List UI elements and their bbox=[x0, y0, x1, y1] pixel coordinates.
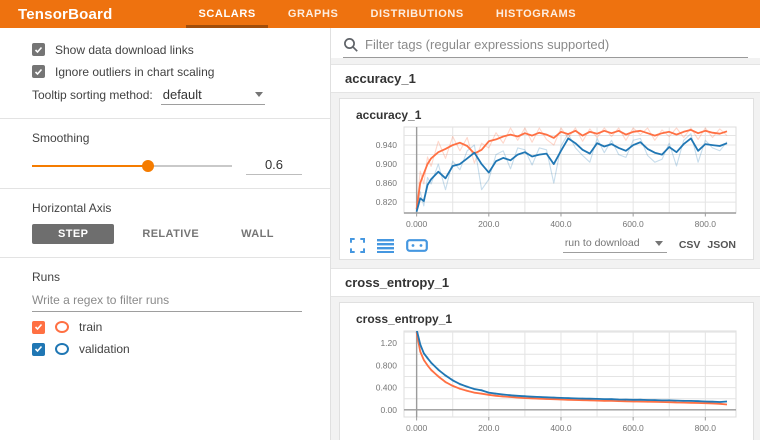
svg-text:400.0: 400.0 bbox=[550, 219, 572, 229]
expand-icon bbox=[350, 237, 365, 253]
accuracy-line-chart[interactable]: 0.000 200.0 400.0 600.0 800.0 0.820 0.860 0.900… bbox=[350, 124, 744, 230]
svg-text:800.0: 800.0 bbox=[695, 219, 717, 229]
run-train-color-swatch[interactable] bbox=[55, 321, 69, 333]
horizontal-axis-label: Horizontal Axis bbox=[32, 201, 112, 215]
fit-domain-button[interactable] bbox=[406, 238, 428, 253]
chart-card-cross-entropy: cross_entropy_1 0.000 200.0 400.0 600.0 800.… bbox=[339, 302, 754, 440]
divider bbox=[0, 118, 330, 119]
svg-text:0.940: 0.940 bbox=[376, 140, 398, 150]
scalars-dashboard: accuracy_1 accuracy_1 0.000 200.0 400.0 600… bbox=[330, 28, 760, 440]
svg-text:0.820: 0.820 bbox=[376, 197, 398, 207]
search-icon bbox=[344, 37, 358, 52]
expand-chart-button[interactable] bbox=[350, 237, 365, 253]
chart-title: accuracy_1 bbox=[356, 108, 422, 122]
check-icon bbox=[34, 46, 43, 53]
run-train-label: train bbox=[79, 320, 103, 334]
tooltip-sorting-select[interactable]: default bbox=[160, 87, 265, 105]
tag-filter-input[interactable] bbox=[365, 37, 748, 52]
tab-histograms[interactable]: HISTOGRAMS bbox=[495, 8, 577, 20]
check-icon bbox=[34, 68, 43, 75]
axis-wall-button[interactable]: WALL bbox=[241, 228, 274, 240]
csv-download-link[interactable]: CSV bbox=[678, 239, 701, 251]
show-download-links-label: Show data download links bbox=[55, 42, 194, 57]
svg-text:400.0: 400.0 bbox=[550, 423, 572, 433]
chart-title: cross_entropy_1 bbox=[356, 312, 453, 326]
cross-entropy-line-chart[interactable]: 0.000 200.0 400.0 600.0 800.0 0.00 0.400 0.800 1… bbox=[350, 328, 744, 434]
svg-text:600.0: 600.0 bbox=[623, 423, 645, 433]
tab-graphs[interactable]: GRAPHS bbox=[287, 8, 339, 20]
section-header-accuracy[interactable]: accuracy_1 bbox=[331, 64, 760, 93]
svg-text:0.400: 0.400 bbox=[376, 383, 398, 393]
run-row-validation: validation bbox=[32, 342, 302, 356]
runs-regex-input[interactable] bbox=[32, 290, 302, 312]
json-download-link[interactable]: JSON bbox=[707, 239, 736, 251]
divider bbox=[0, 257, 330, 258]
app-title: TensorBoard bbox=[18, 5, 113, 23]
settings-sidebar: Show data download links Ignore outliers… bbox=[0, 28, 330, 440]
run-validation-label: validation bbox=[79, 342, 130, 356]
svg-text:0.000: 0.000 bbox=[406, 219, 428, 229]
tag-filter-row bbox=[331, 28, 760, 58]
svg-text:0.860: 0.860 bbox=[376, 178, 398, 188]
chart-card-accuracy: accuracy_1 0.000 200.0 400.0 600.0 800.0 0.82… bbox=[339, 98, 754, 260]
axis-relative-button[interactable]: RELATIVE bbox=[142, 228, 200, 240]
svg-text:800.0: 800.0 bbox=[695, 423, 717, 433]
svg-text:1.20: 1.20 bbox=[380, 338, 397, 348]
toggle-y-axis-button[interactable] bbox=[377, 238, 394, 253]
topbar: TensorBoard SCALARS GRAPHS DISTRIBUTIONS… bbox=[0, 0, 760, 28]
chevron-down-icon bbox=[254, 92, 263, 97]
show-download-links-checkbox[interactable] bbox=[32, 43, 45, 56]
chevron-down-icon bbox=[654, 240, 663, 246]
slider-fill bbox=[32, 165, 148, 167]
run-row-train: train bbox=[32, 320, 302, 334]
ignore-outliers-label: Ignore outliers in chart scaling bbox=[55, 64, 215, 79]
runs-label: Runs bbox=[32, 270, 61, 284]
check-icon bbox=[34, 323, 43, 331]
run-validation-color-swatch[interactable] bbox=[55, 343, 69, 355]
axis-step-button[interactable]: STEP bbox=[32, 224, 115, 244]
smoothing-value[interactable]: 0.6 bbox=[246, 157, 302, 175]
tooltip-sorting-value: default bbox=[162, 87, 202, 102]
run-to-download-value: run to download bbox=[564, 237, 640, 249]
data-rows-icon bbox=[377, 238, 394, 253]
svg-text:0.00: 0.00 bbox=[380, 405, 397, 415]
run-train-checkbox[interactable] bbox=[32, 320, 45, 334]
tab-scalars[interactable]: SCALARS bbox=[182, 0, 271, 28]
svg-text:200.0: 200.0 bbox=[478, 219, 500, 229]
run-to-download-select[interactable]: run to download bbox=[562, 237, 667, 253]
tab-bar: SCALARS GRAPHS DISTRIBUTIONS HISTOGRAMS bbox=[182, 0, 592, 28]
tab-distributions[interactable]: DISTRIBUTIONS bbox=[370, 8, 464, 20]
tooltip-sorting-label: Tooltip sorting method: bbox=[32, 88, 153, 102]
section-header-cross-entropy[interactable]: cross_entropy_1 bbox=[331, 268, 760, 297]
svg-text:0.000: 0.000 bbox=[406, 423, 428, 433]
run-validation-checkbox[interactable] bbox=[32, 342, 45, 356]
svg-text:600.0: 600.0 bbox=[623, 219, 645, 229]
svg-text:0.900: 0.900 bbox=[376, 159, 398, 169]
divider bbox=[0, 188, 330, 189]
svg-text:0.800: 0.800 bbox=[376, 360, 398, 370]
ignore-outliers-checkbox[interactable] bbox=[32, 65, 45, 78]
fit-domain-icon bbox=[406, 238, 428, 252]
check-icon bbox=[34, 345, 43, 353]
slider-thumb[interactable] bbox=[142, 160, 154, 172]
smoothing-slider[interactable] bbox=[32, 160, 232, 172]
svg-text:200.0: 200.0 bbox=[478, 423, 500, 433]
smoothing-label: Smoothing bbox=[32, 131, 90, 145]
